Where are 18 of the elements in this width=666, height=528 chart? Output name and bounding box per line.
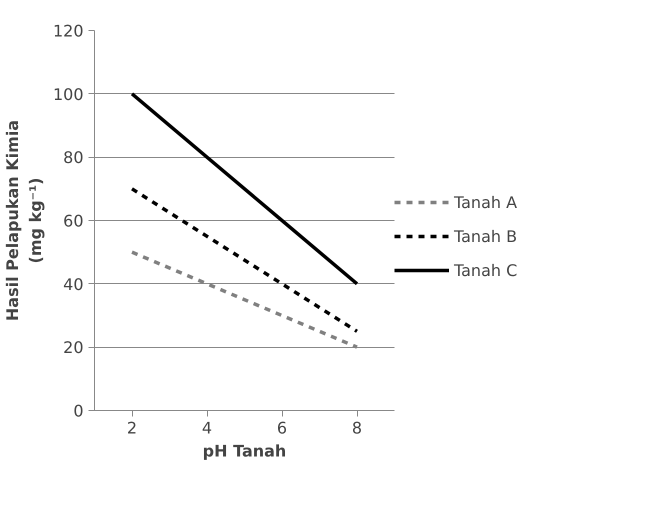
x-axis-title: pH Tanah (202, 442, 286, 460)
x-tick-label: 4 (202, 418, 212, 438)
y-tick-label: 0 (73, 402, 84, 420)
y-axis-title: Hasil Pelapukan Kimia (mg kg⁻¹) (3, 120, 45, 322)
y-tick-label: 60 (63, 212, 84, 230)
y-tick-label: 40 (63, 274, 84, 294)
legend-label: Tanah C (454, 260, 518, 280)
line-series (130, 92, 359, 286)
y-tick-label: 80 (63, 148, 84, 168)
y-tick-label: 100 (52, 84, 84, 104)
x-tick-label: 6 (276, 418, 288, 438)
legend-label: Tanah B (454, 226, 518, 246)
legend-label: Tanah A (454, 192, 518, 212)
x-tick-label: 2 (126, 418, 138, 438)
x-tick-label: 8 (352, 418, 362, 438)
line-series (130, 187, 359, 334)
y-tick-label: 120 (52, 22, 84, 40)
y-tick-label: 20 (63, 338, 84, 358)
